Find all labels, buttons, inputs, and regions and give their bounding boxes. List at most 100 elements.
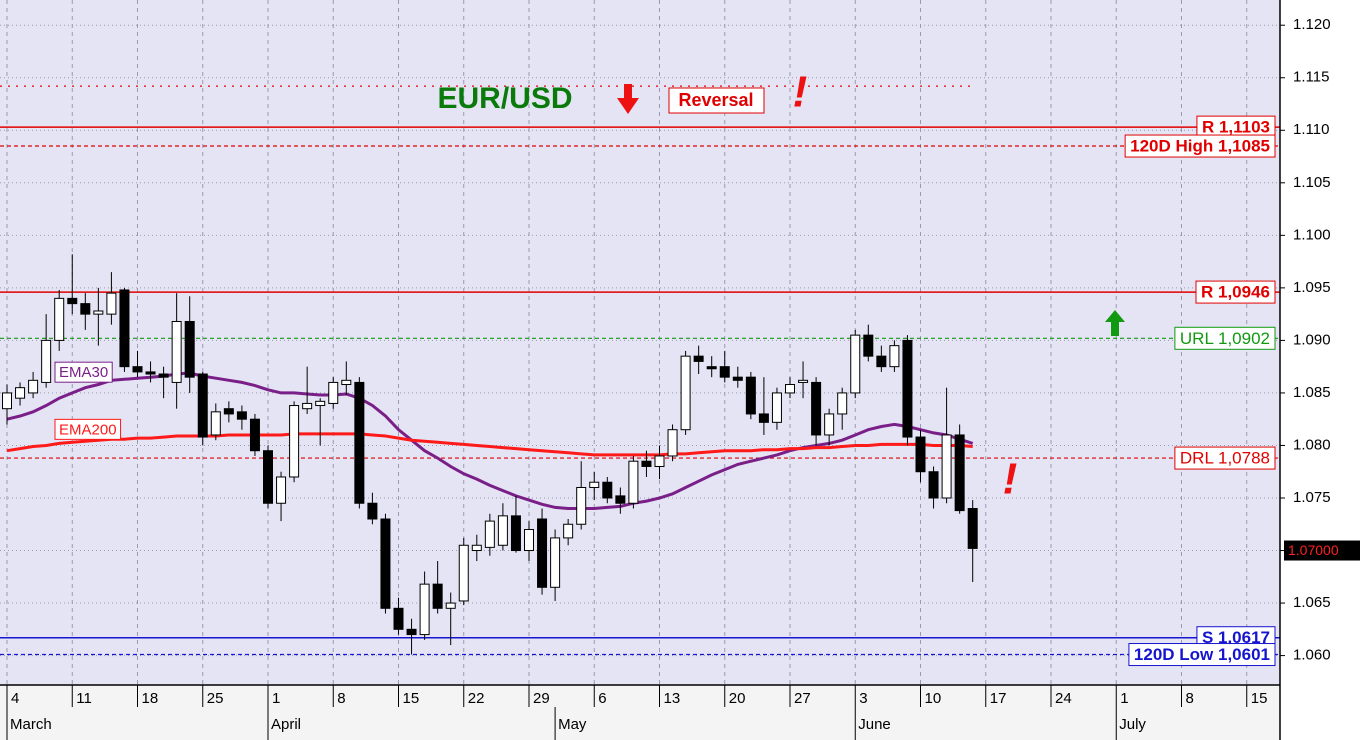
candle-body [315,400,326,407]
candle-body [785,384,795,394]
candle-body [484,520,495,548]
x-tick-label: 15 [1251,690,1268,707]
y-tick-label: 1.080 [1293,436,1331,453]
candle-body [706,366,717,370]
candle-body [341,379,352,386]
candle-body [550,537,561,588]
candle-body [380,518,391,609]
candles [2,254,978,655]
candle-body [15,387,26,399]
x-tick-label: 29 [533,690,550,707]
x-tick-label: 22 [468,690,485,707]
candle-body [876,355,887,368]
candle-body [471,544,482,552]
x-axis-background [0,685,1280,740]
month-label: April [271,716,301,733]
candle-body [249,418,260,452]
level-label-box [1124,134,1276,158]
candle-body [184,320,195,378]
candle-body [850,334,861,394]
candle-body [667,429,678,457]
x-tick-label: 27 [794,690,811,707]
plot-background [0,0,1280,685]
legend-box [54,418,122,440]
level-label-box [1174,326,1276,350]
level-label: R 1,0946 [1201,283,1270,302]
x-tick-label: 10 [925,690,942,707]
level-label-box [1195,280,1276,304]
legend-box [54,361,113,383]
candle-body [915,436,926,473]
y-tick-label: 1.110 [1293,121,1329,138]
candle-body [563,523,574,539]
candle-body [524,529,534,552]
legend-label: EMA30 [59,364,108,381]
candle-body [693,355,704,362]
candle-body [497,515,508,546]
level-label-box [1128,643,1276,667]
level-label: S 1,0617 [1202,628,1270,647]
candle-body [67,297,78,305]
candle-body [576,486,587,525]
level-label: 120D High 1,1085 [1130,137,1270,156]
candle-body [106,292,117,315]
candle-body [393,607,404,630]
price-tag-label: 1.07000 [1288,542,1339,558]
candle-body [680,355,691,431]
x-tick-label: 1 [272,690,280,707]
candle-body [171,320,182,383]
candle-body [798,379,809,383]
candle-body [811,381,822,436]
candle-body [236,411,247,420]
x-tick-label: 24 [1055,690,1072,707]
candle-body [641,460,652,467]
y-tick-label: 1.100 [1293,226,1331,243]
candle-body [406,628,417,636]
candle-body [732,376,743,381]
candle-body [419,583,430,636]
alert: ! [1003,455,1018,504]
candle-body [28,379,39,394]
chart-title: EUR/USD [437,82,572,115]
candle-body [367,502,378,520]
x-tick-label: 18 [142,690,159,707]
x-tick-label: 15 [403,690,420,707]
candle-body [510,515,521,552]
candle-body [80,303,91,315]
up-arrow [1105,310,1125,336]
x-tick-label: 17 [990,690,1007,707]
month-label: March [10,716,52,733]
candle-body [537,518,548,588]
candle-body [628,460,639,504]
x-tick-label: 25 [207,690,224,707]
level-label: DRL 1,0788 [1180,449,1270,468]
candle-body [967,507,978,549]
price-tag [1284,540,1360,561]
candle-body [902,339,913,438]
legend-label: EMA200 [59,421,117,438]
x-tick-label: 4 [11,690,19,707]
candle-body [941,434,952,499]
candle-body [197,373,208,438]
y-tick-label: 1.065 [1293,594,1331,611]
candle-body [210,411,221,436]
candle-body [54,297,65,341]
candle-body [93,310,104,315]
candle-body [863,334,874,357]
annotation-box [668,87,765,114]
y-tick-label: 1.075 [1293,489,1331,506]
candle-body [41,339,52,383]
candle-body [302,402,313,410]
x-tick-label: 13 [664,690,681,707]
x-tick-label: 8 [1186,690,1194,707]
level-label: 120D Low 1,0601 [1134,645,1270,664]
candle-body [145,371,156,375]
level-label-box [1174,446,1276,470]
candle-body [354,381,365,504]
ema-line [6,432,973,457]
candle-body [158,373,169,378]
candle-body [824,413,835,436]
y-tick-label: 1.085 [1293,384,1331,401]
annotation: Reversal [678,90,753,110]
